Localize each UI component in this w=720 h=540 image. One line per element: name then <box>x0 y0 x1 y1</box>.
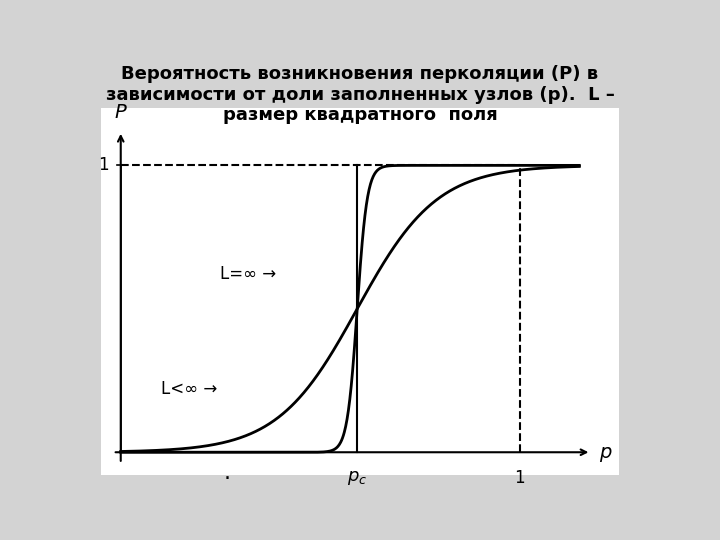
Text: $p_c$: $p_c$ <box>347 469 367 488</box>
Text: p: p <box>599 443 611 462</box>
Text: 1: 1 <box>514 469 525 488</box>
Text: P: P <box>115 103 127 123</box>
Text: ·: · <box>224 469 230 489</box>
Text: Вероятность возникновения перколяции (P) в
зависимости от доли заполненных узлов: Вероятность возникновения перколяции (P)… <box>106 65 614 124</box>
Text: L<∞ →: L<∞ → <box>161 380 217 398</box>
Text: 1: 1 <box>98 157 109 174</box>
Text: L=∞ →: L=∞ → <box>220 265 276 284</box>
